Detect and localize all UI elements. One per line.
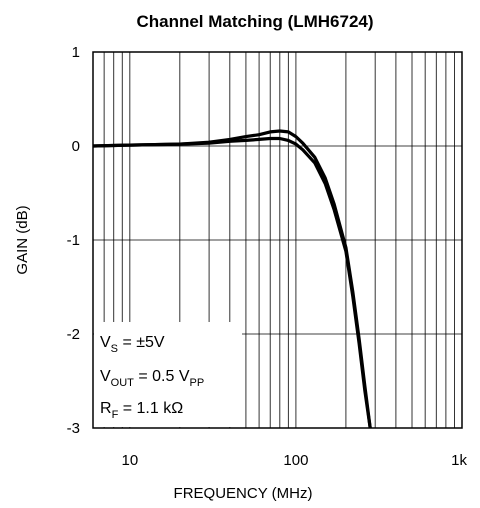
y-tick-label: -2 xyxy=(67,326,80,343)
y-tick-label: 0 xyxy=(72,138,80,155)
y-tick-labels: 1 0 -1 -2 -3 xyxy=(67,44,80,437)
y-tick-label: 1 xyxy=(72,44,80,61)
annotation-rf: RF = 1.1 kΩ xyxy=(100,400,183,421)
series-line-2 xyxy=(92,136,372,429)
x-axis-label: FREQUENCY (MHz) xyxy=(174,485,313,502)
plot-frame xyxy=(92,51,463,429)
y-axis-label: GAIN (dB) xyxy=(14,205,31,274)
series-group xyxy=(92,129,372,429)
x-tick-label: 10 xyxy=(122,452,139,469)
annotation-vout: VOUT = 0.5 VPP xyxy=(100,368,204,389)
y-tick-label: -3 xyxy=(67,420,80,437)
x-tick-label: 100 xyxy=(283,452,308,469)
y-tick-label: -1 xyxy=(67,232,80,249)
grid-lines xyxy=(93,52,462,428)
annotation-vs: VS = ±5V xyxy=(100,334,165,355)
annotation-box: VS = ±5V VOUT = 0.5 VPP RF = 1.1 kΩ xyxy=(94,322,242,427)
x-tick-labels: 10 100 1k xyxy=(122,452,468,469)
chart-title: Channel Matching (LMH6724) xyxy=(136,12,373,31)
x-tick-label: 1k xyxy=(451,452,467,469)
